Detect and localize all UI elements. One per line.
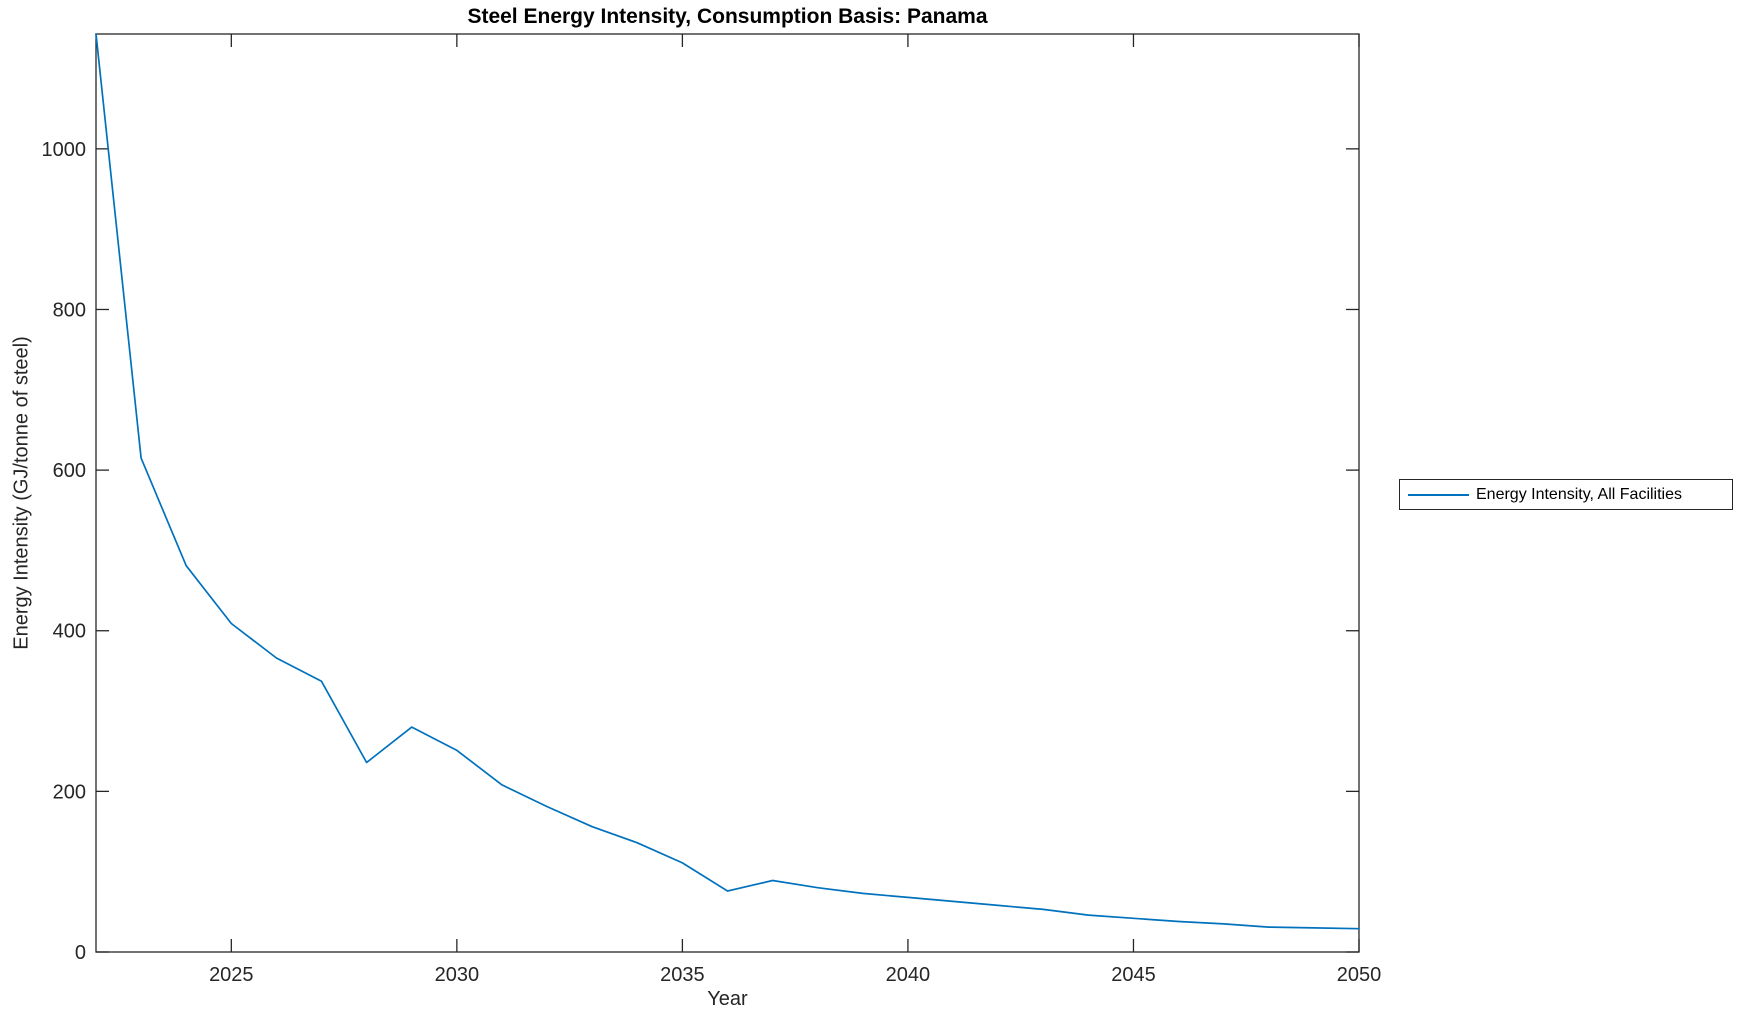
y-tick-label: 800: [53, 299, 86, 321]
x-tick-label: 2040: [886, 964, 931, 986]
x-axis-label: Year: [707, 988, 748, 1010]
y-tick-label: 1000: [42, 139, 87, 161]
legend-line-sample: [1408, 493, 1469, 496]
y-axis-label: Energy Intensity (GJ/tonne of steel): [10, 336, 33, 650]
data-line: [95, 33, 1360, 930]
y-tick-label: 0: [75, 942, 86, 964]
legend: Energy Intensity, All Facilities: [1399, 479, 1733, 510]
x-tick-label: 2030: [435, 964, 480, 986]
x-tick-label: 2050: [1337, 964, 1382, 986]
legend-entry-label: Energy Intensity, All Facilities: [1476, 485, 1683, 503]
y-tick-label: 400: [53, 621, 86, 643]
x-tick-label: 2025: [209, 964, 254, 986]
x-tick-label: 2045: [1111, 964, 1156, 986]
y-tick-label: 200: [53, 781, 86, 803]
x-tick-label: 2035: [660, 964, 705, 986]
chart-title: Steel Energy Intensity, Consumption Basi…: [467, 5, 988, 28]
axes-box: [95, 33, 1360, 953]
y-tick-label: 600: [53, 460, 86, 482]
